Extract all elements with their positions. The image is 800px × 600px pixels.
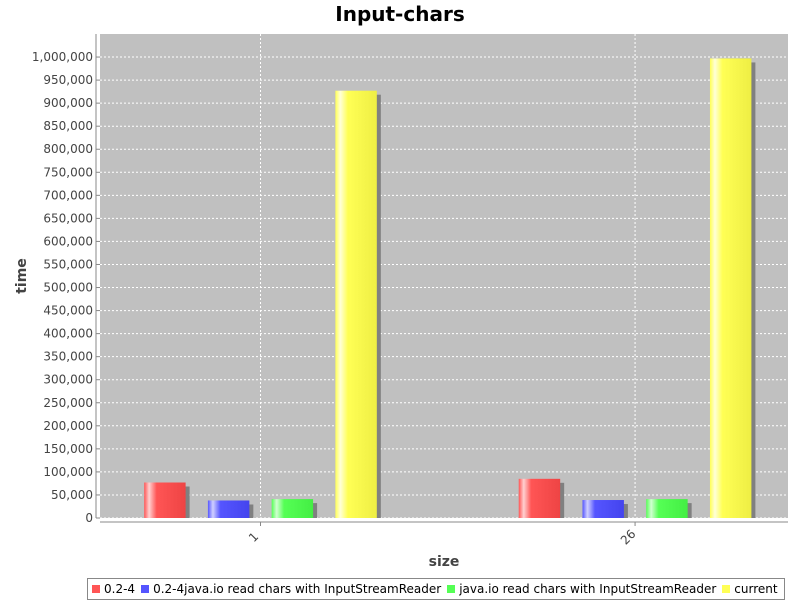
y-axis-label: time bbox=[14, 258, 30, 294]
x-tick-label: 1 bbox=[246, 530, 261, 545]
legend-swatch bbox=[92, 585, 100, 593]
y-tick-label: 50,000 bbox=[51, 488, 93, 502]
legend-item: 0.2-4java.io read chars with InputStream… bbox=[141, 582, 441, 596]
chart-title: Input-chars bbox=[335, 2, 465, 26]
y-tick-label: 1,000,000 bbox=[32, 50, 93, 64]
legend-swatch bbox=[447, 585, 456, 593]
axes: 0 50,000 100,000 150,000 200,000 250,000 300,0… bbox=[32, 34, 788, 548]
x-axis-label: size bbox=[429, 554, 460, 570]
bar bbox=[582, 500, 624, 518]
y-tick-label: 700,000 bbox=[43, 188, 93, 202]
y-tick-label: 950,000 bbox=[43, 73, 93, 87]
y-tick-label: 350,000 bbox=[43, 350, 93, 364]
y-tick-label: 450,000 bbox=[43, 304, 93, 318]
bar bbox=[646, 499, 688, 518]
bars bbox=[144, 58, 756, 518]
y-tick-label: 750,000 bbox=[43, 165, 93, 179]
legend-swatch bbox=[722, 585, 731, 593]
legend-item: java.io read chars with InputStreamReade… bbox=[447, 582, 716, 596]
y-tick-label: 800,000 bbox=[43, 142, 93, 156]
y-tick-label: 900,000 bbox=[43, 96, 93, 110]
y-tick-label: 0 bbox=[85, 511, 93, 525]
legend-item: current bbox=[722, 582, 778, 596]
bar bbox=[271, 499, 314, 518]
legend-label: 0.2-4 bbox=[104, 582, 136, 596]
bar bbox=[709, 58, 752, 518]
legend-item: 0.2-4 bbox=[92, 582, 135, 596]
bar-chart: 0 50,000 100,000 150,000 200,000 250,000 300,0… bbox=[14, 34, 788, 570]
y-tick-label: 550,000 bbox=[43, 257, 93, 271]
plot-area bbox=[100, 34, 788, 518]
y-tick-label: 600,000 bbox=[43, 234, 93, 248]
bar bbox=[207, 500, 250, 518]
y-tick-label: 100,000 bbox=[43, 465, 93, 479]
y-tick-label: 400,000 bbox=[43, 327, 93, 341]
y-tick-label: 150,000 bbox=[43, 442, 93, 456]
y-tick-label: 200,000 bbox=[43, 419, 93, 433]
y-tick-label: 500,000 bbox=[43, 281, 93, 295]
legend-label: java.io read chars with InputStreamReade… bbox=[459, 582, 717, 596]
y-tick-label: 650,000 bbox=[43, 211, 93, 225]
y-tick-label: 300,000 bbox=[43, 373, 93, 387]
y-tick-label: 850,000 bbox=[43, 119, 93, 133]
legend: 0.2-4 0.2-4java.io read chars with InputS… bbox=[87, 578, 785, 600]
legend-label: 0.2-4java.io read chars with InputStream… bbox=[153, 582, 442, 596]
bar bbox=[335, 90, 377, 518]
y-tick-label: 250,000 bbox=[43, 396, 93, 410]
gridlines bbox=[100, 34, 788, 519]
legend-swatch bbox=[141, 585, 150, 593]
x-tick-label: 26 bbox=[618, 527, 639, 548]
bar bbox=[144, 482, 186, 518]
legend-label: current bbox=[734, 582, 778, 596]
bar bbox=[518, 478, 561, 518]
